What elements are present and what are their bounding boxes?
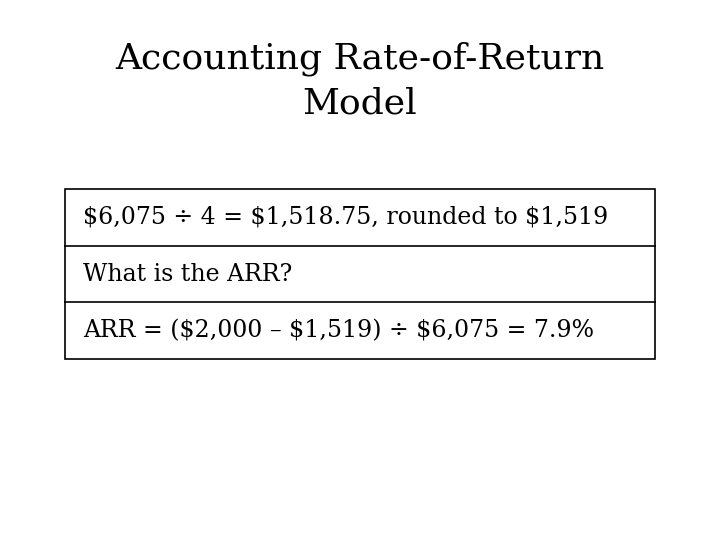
Text: Accounting Rate-of-Return
Model: Accounting Rate-of-Return Model: [115, 42, 605, 120]
Text: ARR = ($2,000 – $1,519) ÷ $6,075 = 7.9%: ARR = ($2,000 – $1,519) ÷ $6,075 = 7.9%: [83, 319, 594, 342]
Text: $6,075 ÷ 4 = $1,518.75, rounded to $1,519: $6,075 ÷ 4 = $1,518.75, rounded to $1,51…: [83, 206, 608, 229]
Text: What is the ARR?: What is the ARR?: [83, 262, 292, 286]
